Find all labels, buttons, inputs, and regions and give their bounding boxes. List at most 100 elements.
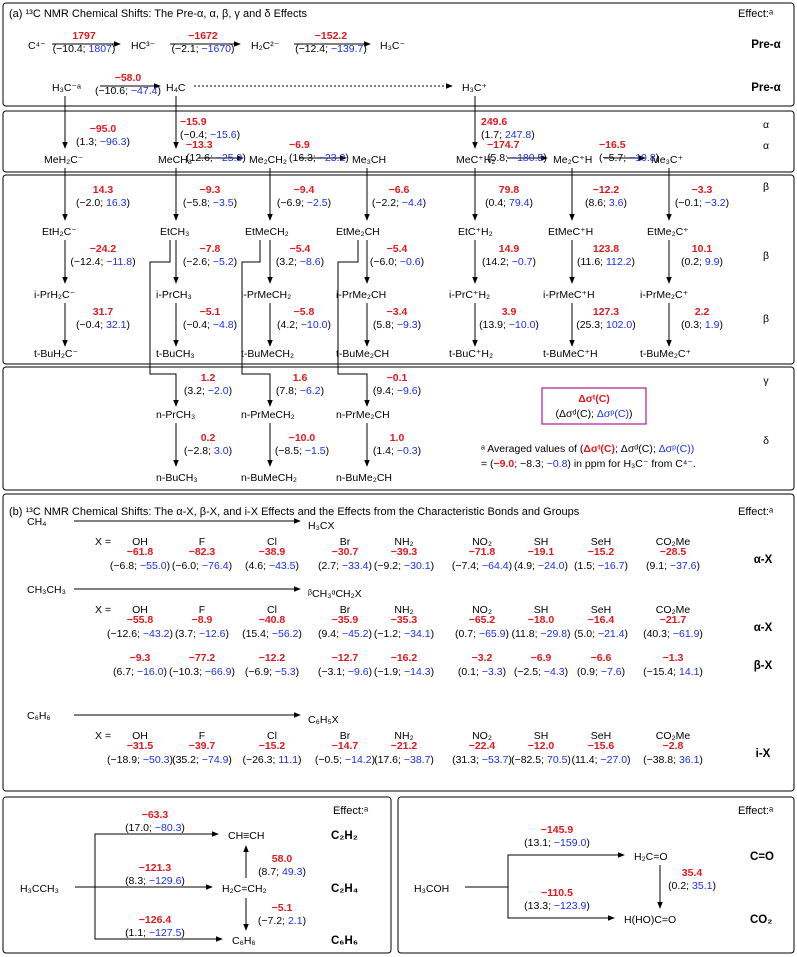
group-1-4: NH₂ bbox=[394, 604, 413, 616]
total-shift-v4: −58.0 bbox=[115, 72, 142, 84]
components-3-1: (35.2; −74.9) bbox=[172, 754, 232, 766]
total-shift-v19: −24.2 bbox=[90, 243, 117, 255]
components-3-6: (−82.5; 70.5) bbox=[511, 754, 571, 766]
species-nprme2ch: n-PrMe₂CH bbox=[336, 409, 390, 421]
species-tbuch3: t-BuCH₃ bbox=[156, 348, 195, 360]
total-1-5: −65.2 bbox=[469, 614, 496, 626]
total-0-8: −28.5 bbox=[660, 546, 687, 558]
effect-c2h2: C₂H₂ bbox=[331, 830, 358, 842]
components-0-6: (4.9; −24.0) bbox=[514, 560, 568, 572]
shift-v1: 1797(−10.4; 1807) bbox=[53, 30, 116, 55]
component-shifts-v23: (14.2; −0.7) bbox=[482, 256, 536, 268]
species-tbumec+h: t-BuMeC⁺H bbox=[543, 348, 598, 360]
group-3-0: OH bbox=[132, 730, 148, 742]
total-0-4: −39.3 bbox=[391, 546, 418, 558]
total-2-3: −12.7 bbox=[332, 652, 359, 664]
species-tbuc+h2: t-BuC⁺H₂ bbox=[449, 348, 493, 360]
components-2-7: (0.9; −7.6) bbox=[577, 666, 625, 678]
components-2-5: (0.1; −3.3) bbox=[458, 666, 506, 678]
shift-v34: 1.6(7.8; −6.2) bbox=[276, 372, 324, 397]
group-1-3: Br bbox=[340, 604, 351, 616]
components-0-4: (−9.2; −30.1) bbox=[374, 560, 434, 572]
total-shift-w4: 58.0 bbox=[272, 853, 293, 865]
component-shifts-v26: (−0.4; 32.1) bbox=[76, 319, 130, 331]
shift-v27: −5.1(−0.4; −4.8) bbox=[183, 306, 237, 331]
total-2-6: −6.9 bbox=[531, 652, 552, 664]
effect-b-1: α-X bbox=[754, 622, 773, 634]
components-1-8: (40.3; −61.9) bbox=[643, 628, 703, 640]
component-shifts-v35: (9.4; −9.6) bbox=[373, 385, 421, 397]
component-shifts-v22: (−6.0; −0.6) bbox=[370, 256, 424, 268]
total-shift-v22: −5.4 bbox=[387, 243, 408, 255]
component-shifts-v34: (7.8; −6.2) bbox=[276, 385, 324, 397]
total-shift-w3: −126.4 bbox=[139, 914, 172, 926]
start-3: C₆H₆ bbox=[27, 710, 51, 722]
total-1-7: −16.4 bbox=[588, 614, 615, 626]
components-0-1: (−6.0; −76.4) bbox=[172, 560, 232, 572]
species-me3c+: Me₃C⁺ bbox=[651, 154, 683, 166]
effect-beta-3: β bbox=[763, 313, 769, 325]
total-3-2: −15.2 bbox=[259, 740, 286, 752]
arrow-methanol-formic bbox=[507, 887, 615, 921]
species-h4c: H₄C bbox=[166, 82, 186, 94]
x-label-3: X = bbox=[95, 730, 111, 742]
component-shifts-v7: (12.6; −25.9) bbox=[186, 152, 246, 164]
component-shifts-v36: (−2.8; 3.0) bbox=[184, 445, 232, 457]
shift-v6: −15.9(−0.4; −15.6) bbox=[180, 116, 240, 141]
component-shifts-v19: (−12.4; −11.8) bbox=[70, 256, 135, 268]
total-0-0: −61.8 bbox=[127, 546, 154, 558]
total-shift-v3: −152.2 bbox=[315, 30, 348, 42]
total-shift-v36: 0.2 bbox=[201, 432, 216, 444]
species-hc3-: HC³⁻ bbox=[131, 40, 156, 52]
component-shifts-v1: (−10.4; 1807) bbox=[53, 43, 116, 55]
panel-b-effect-label: Effect:ᵃ bbox=[738, 506, 774, 518]
effect-gamma: γ bbox=[763, 375, 769, 387]
shift-v37: −10.0(−8.5; −1.5) bbox=[275, 432, 329, 457]
total-0-1: −82.3 bbox=[189, 546, 216, 558]
components-2-3: (−3.1; −9.6) bbox=[318, 666, 372, 678]
total-shift-v14: −9.4 bbox=[294, 184, 315, 196]
species-meh2c-: MeH₂C⁻ bbox=[44, 154, 84, 166]
component-shifts-z1: (13.1; −159.0) bbox=[524, 837, 590, 849]
species-etmech2: EtMeCH₂ bbox=[245, 226, 289, 238]
component-shifts-v14: (−6.9; −2.5) bbox=[277, 197, 331, 209]
shift-v22: −5.4(−6.0; −0.6) bbox=[370, 243, 424, 268]
footnote-line-1: ᵃ Averaged values of (Δσᵗ(C); Δσᵈ(C); Δσ… bbox=[481, 443, 694, 455]
arrow-methanol-h2co bbox=[507, 852, 625, 887]
component-shifts-v32: (0.3; 1.9) bbox=[681, 319, 723, 331]
component-shifts-z2: (13.3; −123.9) bbox=[524, 900, 590, 912]
panel-c: Effect:ᵃ H₃CCH₃ CH≡CH H₂C=CH₂ C₆H₆ C₂H₂ … bbox=[2, 796, 392, 954]
components-2-8: (−15.4; 14.1) bbox=[643, 666, 703, 678]
effect-pre-alpha-1: Pre-α bbox=[751, 39, 780, 51]
total-2-4: −16.2 bbox=[391, 652, 418, 664]
total-0-5: −71.8 bbox=[469, 546, 496, 558]
group-3-7: SeH bbox=[591, 730, 611, 742]
species-h3c-a: H₃C⁻ᵃ bbox=[52, 82, 81, 94]
shift-v15: −6.6(−2.2; −4.4) bbox=[372, 184, 426, 209]
legend-components: (Δσᵈ(C); Δσᵖ(C)) bbox=[556, 408, 633, 420]
total-shift-v18: −3.3 bbox=[692, 184, 713, 196]
group-0-8: CO₂Me bbox=[656, 536, 691, 548]
species-iprmech2: i-PrMeCH₂ bbox=[241, 289, 291, 301]
shift-v14: −9.4(−6.9; −2.5) bbox=[277, 184, 331, 209]
shift-w4: 58.0(8.7; 49.3) bbox=[258, 853, 306, 878]
effect-b-0: α-X bbox=[754, 554, 773, 566]
total-2-2: −12.2 bbox=[259, 652, 286, 664]
shift-v11: −16.5(−5.7; −10.8) bbox=[599, 139, 659, 164]
shift-v3: −152.2(−12.4; −139.7) bbox=[295, 30, 367, 55]
components-0-8: (9.1; −37.6) bbox=[646, 560, 700, 572]
group-0-0: OH bbox=[132, 536, 148, 548]
components-3-7: (11.4; −27.0) bbox=[571, 754, 630, 766]
shift-w3: −126.4(1.1; −127.5) bbox=[125, 914, 185, 939]
total-shift-v21: −5.4 bbox=[290, 243, 311, 255]
shift-v19: −24.2(−12.4; −11.8) bbox=[70, 243, 135, 268]
total-shift-v35: −0.1 bbox=[387, 372, 408, 384]
product-0: H₃CX bbox=[308, 520, 334, 532]
shift-v5: −95.0(1.3; −96.3) bbox=[76, 123, 130, 148]
shift-v2: −1672(−2.1; −1670) bbox=[171, 30, 234, 55]
components-1-6: (11.8; −29.8) bbox=[511, 628, 570, 640]
shift-z1: −145.9(13.1; −159.0) bbox=[524, 824, 590, 849]
total-2-7: −6.6 bbox=[591, 652, 612, 664]
shift-w5: −5.1(−7.2; 2.1) bbox=[258, 902, 306, 927]
panel-a-box-1 bbox=[2, 2, 795, 107]
